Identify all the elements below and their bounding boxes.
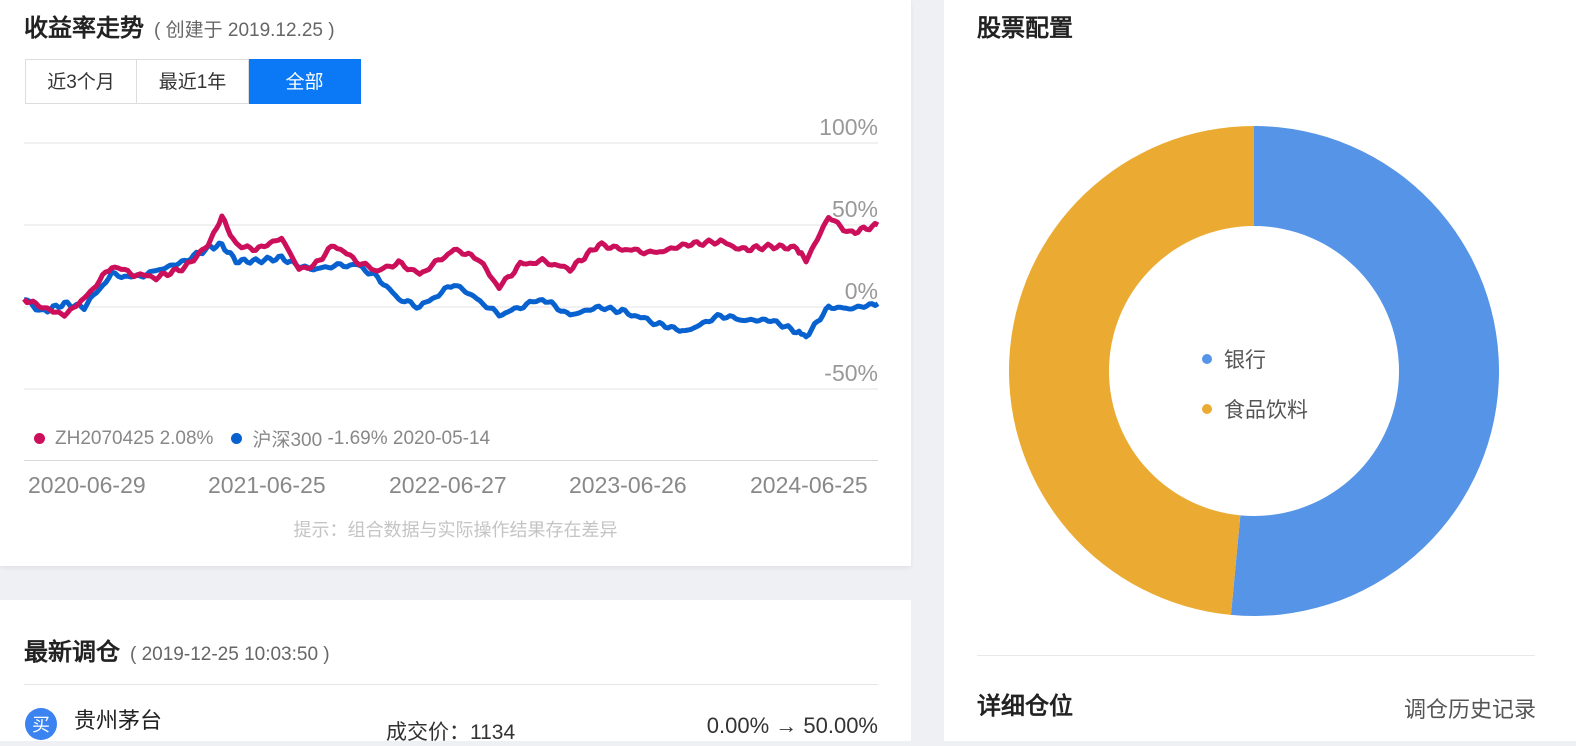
rebalance-time: ( 2019-12-25 10:03:50 ): [130, 644, 330, 665]
legend-index-value: -1.69%: [327, 427, 388, 449]
rebalance-title-text: 最新调仓: [24, 639, 120, 666]
data-disclaimer: 提示：组合数据与实际操作结果存在差异: [293, 520, 618, 540]
stock-name[interactable]: 贵州茅台: [74, 708, 163, 733]
rebalance-card: 最新调仓 ( 2019-12-25 10:03:50 ) 买 贵州茅台 成交价：1…: [0, 600, 911, 744]
legend-date: 2020-05-14: [392, 427, 491, 449]
rebalance-history-link[interactable]: 调仓历史记录: [1403, 697, 1536, 722]
tab-1-year[interactable]: 最近1年: [137, 59, 249, 104]
returns-title: 收益率走势 ( 创建于 2019.12.25 ): [24, 8, 335, 43]
y-tick-label: 100%: [819, 114, 878, 140]
pie-slice-bank[interactable]: [1230, 126, 1500, 616]
chart-legend: ZH2070425 2.08% 沪深300 -1.69% 2020-05-14: [34, 425, 508, 452]
detail-position-title: 详细仓位: [977, 693, 1073, 720]
pie-legend-label-bank: 银行: [1224, 349, 1266, 372]
y-tick-label: -50%: [824, 360, 878, 386]
pie-legend: 银行 食品饮料: [1202, 334, 1308, 434]
range-tabs: 近3个月 最近1年 全部: [25, 59, 361, 104]
series-line-portfolio: [22, 213, 880, 319]
legend-index-name: 沪深300: [252, 430, 323, 451]
legend-item-index[interactable]: 沪深300 -1.69% 2020-05-14: [231, 425, 490, 452]
returns-card: 收益率走势 ( 创建于 2019.12.25 ) 近3个月 最近1年 全部 100…: [0, 0, 911, 566]
x-tick-label: 2023-06-26: [569, 472, 687, 498]
x-tick-label: 2024-06-25: [750, 472, 868, 498]
legend-dot-portfolio: [34, 433, 45, 444]
y-tick-label: 50%: [832, 196, 878, 222]
x-axis-line: [24, 460, 878, 461]
allocation-donut-chart: [1009, 126, 1500, 616]
y-tick-label: 0%: [845, 278, 878, 304]
x-tick-label: 2020-06-29: [28, 472, 146, 498]
legend-portfolio-name: ZH2070425: [55, 427, 155, 449]
pie-legend-label-food: 食品饮料: [1224, 399, 1308, 422]
pie-legend-dot-food: [1202, 404, 1212, 414]
legend-portfolio-value: 2.08%: [159, 427, 214, 449]
tab-all[interactable]: 全部: [249, 59, 361, 104]
buy-badge: 买: [25, 708, 57, 740]
tab-3-months[interactable]: 近3个月: [25, 59, 137, 104]
legend-item-portfolio[interactable]: ZH2070425 2.08%: [34, 428, 213, 450]
deal-price: 成交价：1134: [386, 721, 516, 744]
x-tick-label: 2022-06-27: [389, 472, 507, 498]
divider: [24, 684, 878, 685]
divider: [977, 655, 1535, 656]
created-date: ( 创建于 2019.12.25 ): [154, 20, 335, 41]
series-line-index: [23, 240, 880, 340]
pie-legend-dot-bank: [1202, 354, 1212, 364]
weight-change: 0.00% → 50.00%: [706, 713, 878, 738]
returns-line-chart: 100% 50% 0% -50%: [22, 114, 880, 390]
allocation-card: 股票配置 银行 食品饮料 详细仓位 调仓历史记录: [944, 0, 1576, 741]
returns-title-text: 收益率走势: [24, 15, 144, 42]
legend-dot-index: [231, 433, 243, 444]
rebalance-title: 最新调仓 ( 2019-12-25 10:03:50 ): [24, 632, 330, 667]
pie-legend-item-bank[interactable]: 银行: [1202, 334, 1308, 384]
pie-slice-food-beverage[interactable]: [1009, 126, 1254, 615]
pie-legend-item-food[interactable]: 食品饮料: [1202, 384, 1308, 434]
x-tick-label: 2021-06-25: [208, 472, 326, 498]
allocation-title: 股票配置: [977, 15, 1073, 42]
